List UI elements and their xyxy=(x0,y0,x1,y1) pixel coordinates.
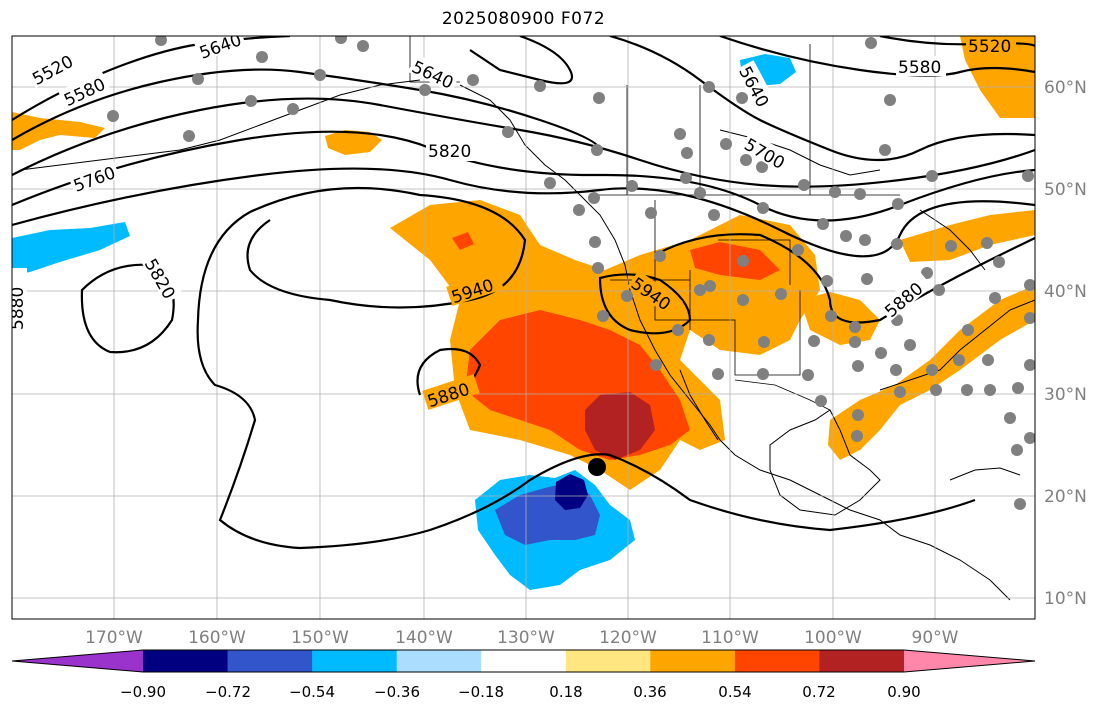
contour-label: 5580 xyxy=(898,58,941,78)
lon-label: 140°W xyxy=(395,628,453,648)
colorbar-extend-high xyxy=(904,650,1035,672)
lat-label: 60°N xyxy=(1044,78,1087,98)
colorbar-tick: −0.54 xyxy=(289,683,335,701)
colorbar-tick: 0.18 xyxy=(549,683,582,701)
lon-label: 90°W xyxy=(912,628,959,648)
lon-label: 110°W xyxy=(701,628,759,648)
colorbar-segment xyxy=(143,650,228,672)
lon-label: 160°W xyxy=(188,628,246,648)
colorbar-tick: −0.90 xyxy=(120,683,166,701)
colorbar-ticks: −0.90 −0.72 −0.54 −0.36 −0.18 0.18 0.36 … xyxy=(120,683,921,701)
colorbar-segment xyxy=(566,650,651,672)
map-panel: 5520 5580 5640 5640 5760 5820 5820 5700 … xyxy=(7,26,1036,619)
lat-label: 30°N xyxy=(1044,385,1087,405)
colorbar-tick: −0.72 xyxy=(205,683,251,701)
lon-label: 130°W xyxy=(497,628,555,648)
colorbar-segment xyxy=(397,650,482,672)
lon-label: 150°W xyxy=(291,628,349,648)
lon-label: 120°W xyxy=(599,628,657,648)
colorbar-segment xyxy=(650,650,735,672)
lon-label: 170°W xyxy=(85,628,143,648)
lat-label: 50°N xyxy=(1044,180,1087,200)
storm-center-marker xyxy=(588,458,606,476)
colorbar-segment xyxy=(735,650,820,672)
colorbar-tick: 0.54 xyxy=(718,683,751,701)
contour-label: 5820 xyxy=(428,142,471,162)
colorbar-segment xyxy=(819,650,904,672)
colorbar-extend-low xyxy=(12,650,143,672)
contour-label: 5880 xyxy=(8,287,28,330)
forecast-map: 5520 5580 5640 5640 5760 5820 5820 5700 … xyxy=(0,0,1105,712)
lat-label: 20°N xyxy=(1044,487,1087,507)
lat-label: 10°N xyxy=(1044,589,1087,609)
colorbar-tick: 0.72 xyxy=(802,683,835,701)
colorbar-segment xyxy=(312,650,397,672)
longitude-axis: 170°W 160°W 150°W 140°W 130°W 120°W 110°… xyxy=(85,628,959,648)
colorbar-tick: −0.36 xyxy=(374,683,420,701)
colorbar-tick: 0.90 xyxy=(887,683,920,701)
lat-label: 40°N xyxy=(1044,282,1087,302)
lon-label: 100°W xyxy=(804,628,862,648)
colorbar-segment xyxy=(481,650,566,672)
colorbar-tick: −0.18 xyxy=(458,683,504,701)
colorbar-tick: 0.36 xyxy=(633,683,666,701)
colorbar xyxy=(12,650,1035,672)
colorbar-segment xyxy=(228,650,313,672)
latitude-axis: 60°N 50°N 40°N 30°N 20°N 10°N xyxy=(1044,78,1087,609)
contour-label: 5520 xyxy=(968,37,1011,57)
